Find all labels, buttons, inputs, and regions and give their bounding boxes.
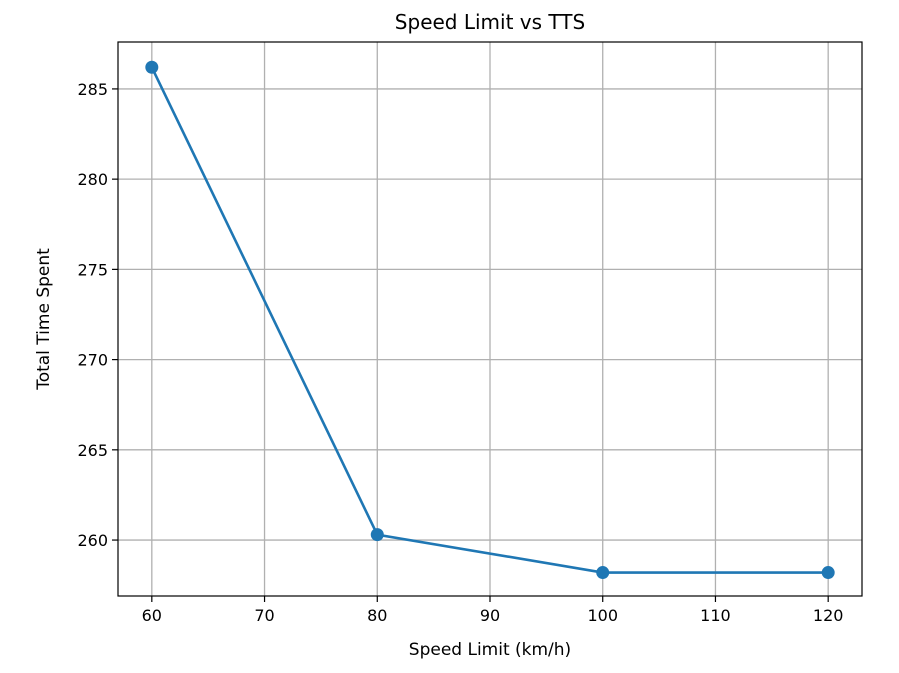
y-tick-label: 265 (77, 441, 108, 460)
x-tick-label: 90 (480, 606, 500, 625)
series-line (150, 66, 829, 574)
x-tick-label: 110 (700, 606, 731, 625)
series-layer (145, 60, 835, 580)
x-tick-label: 120 (813, 606, 844, 625)
y-tick-label: 285 (77, 80, 108, 99)
x-tick-label: 100 (587, 606, 618, 625)
x-tick-label: 60 (142, 606, 162, 625)
y-tick-label: 275 (77, 260, 108, 279)
x-tick-label: 80 (367, 606, 387, 625)
data-point (821, 566, 835, 580)
data-point (370, 528, 384, 542)
y-tick-label: 260 (77, 531, 108, 550)
y-axis-label: Total Time Spent (34, 248, 54, 391)
y-tick-label: 280 (77, 170, 108, 189)
y-tick-label: 270 (77, 351, 108, 370)
x-tick-label: 70 (254, 606, 274, 625)
data-point (596, 566, 610, 580)
grid (118, 42, 862, 596)
data-point (145, 60, 159, 74)
ticks: 60 70 80 90 100 110 120 260 265 270 275 280 285 (77, 80, 843, 625)
x-axis-label: Speed Limit (km/h) (409, 640, 571, 660)
chart-title: Speed Limit vs TTS (395, 10, 585, 34)
